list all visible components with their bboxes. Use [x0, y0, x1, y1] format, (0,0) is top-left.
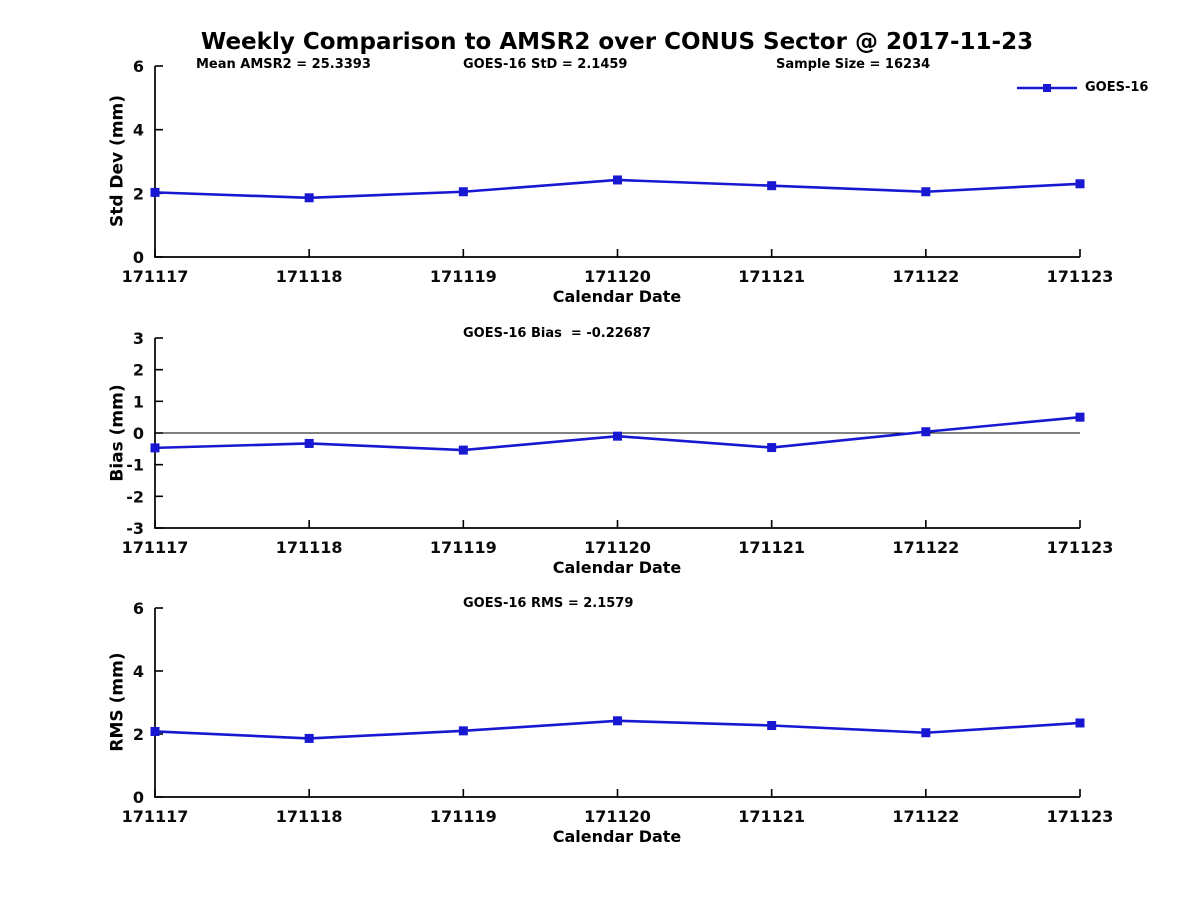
- y-tick-label: 0: [133, 248, 144, 267]
- data-point-marker: [767, 443, 777, 453]
- bias-y-axis-label: Bias (mm): [107, 384, 128, 482]
- y-tick-label: 2: [133, 361, 144, 380]
- data-point-marker: [458, 726, 468, 736]
- bias-x-axis-label: Calendar Date: [552, 558, 682, 577]
- y-tick-label: 4: [133, 121, 144, 140]
- data-point-marker: [458, 445, 468, 455]
- x-tick-label: 171123: [1047, 807, 1114, 826]
- y-tick-label: 2: [133, 184, 144, 203]
- x-tick-label: 171119: [430, 267, 497, 286]
- legend-line-icon: [1017, 83, 1077, 92]
- rms-y-axis-label: RMS (mm): [107, 652, 128, 752]
- x-tick-label: 171117: [122, 538, 189, 557]
- data-point-marker: [613, 716, 622, 726]
- x-tick-label: 171118: [276, 807, 343, 826]
- stddev-y-axis-label: Std Dev (mm): [107, 94, 128, 228]
- data-point-marker: [921, 187, 931, 197]
- bias-subplot-title: GOES-16 Bias = -0.22687: [463, 326, 651, 341]
- x-tick-label: 171117: [122, 807, 189, 826]
- x-tick-label: 171117: [122, 267, 189, 286]
- data-point-marker: [767, 720, 777, 730]
- figure-title: Weekly Comparison to AMSR2 over CONUS Se…: [200, 29, 1034, 55]
- x-tick-label: 171120: [584, 538, 651, 557]
- y-tick-label: 6: [133, 57, 144, 76]
- x-tick-label: 171119: [430, 538, 497, 557]
- data-point-marker: [1075, 179, 1085, 189]
- data-point-marker: [304, 438, 314, 448]
- data-point-marker: [1075, 718, 1085, 728]
- data-point-marker: [304, 733, 314, 743]
- x-tick-label: 171121: [738, 267, 805, 286]
- y-tick-label: -3: [126, 519, 144, 538]
- data-point-marker: [150, 187, 160, 197]
- y-tick-label: 0: [133, 424, 144, 443]
- x-tick-label: 171123: [1047, 538, 1114, 557]
- legend: GOES-16: [1016, 80, 1148, 95]
- data-point-marker: [1075, 412, 1085, 422]
- data-point-marker: [921, 728, 931, 738]
- annotation-sample-size: Sample Size = 16234: [776, 57, 931, 72]
- data-point-marker: [150, 443, 160, 453]
- y-tick-label: -1: [126, 456, 144, 475]
- data-point-marker: [767, 181, 777, 191]
- data-point-marker: [150, 726, 160, 736]
- rms-x-axis-label: Calendar Date: [552, 827, 682, 846]
- y-tick-label: 6: [133, 599, 144, 618]
- data-point-marker: [458, 187, 468, 197]
- x-tick-label: 171118: [276, 267, 343, 286]
- y-tick-label: -2: [126, 487, 144, 506]
- x-tick-label: 171121: [738, 807, 805, 826]
- rms-subplot-title: GOES-16 RMS = 2.1579: [463, 596, 634, 611]
- y-tick-label: 1: [133, 392, 144, 411]
- x-tick-label: 171121: [738, 538, 805, 557]
- annotation-goes16-std: GOES-16 StD = 2.1459: [463, 57, 628, 72]
- x-tick-label: 171122: [892, 538, 959, 557]
- y-tick-label: 0: [133, 788, 144, 807]
- x-tick-label: 171120: [584, 807, 651, 826]
- data-point-marker: [304, 193, 314, 203]
- data-point-marker: [613, 431, 622, 441]
- data-point-marker: [921, 427, 931, 437]
- stddev-x-axis-label: Calendar Date: [552, 287, 682, 306]
- legend-label: GOES-16: [1085, 80, 1149, 95]
- annotation-mean-amsr2: Mean AMSR2 = 25.3393: [196, 57, 371, 72]
- x-tick-label: 171123: [1047, 267, 1114, 286]
- y-tick-label: 2: [133, 725, 144, 744]
- data-point-marker: [613, 175, 622, 185]
- x-tick-label: 171118: [276, 538, 343, 557]
- x-tick-label: 171119: [430, 807, 497, 826]
- x-tick-label: 171120: [584, 267, 651, 286]
- x-tick-label: 171122: [892, 267, 959, 286]
- y-tick-label: 4: [133, 662, 144, 681]
- x-tick-label: 171122: [892, 807, 959, 826]
- y-tick-label: 3: [133, 329, 144, 348]
